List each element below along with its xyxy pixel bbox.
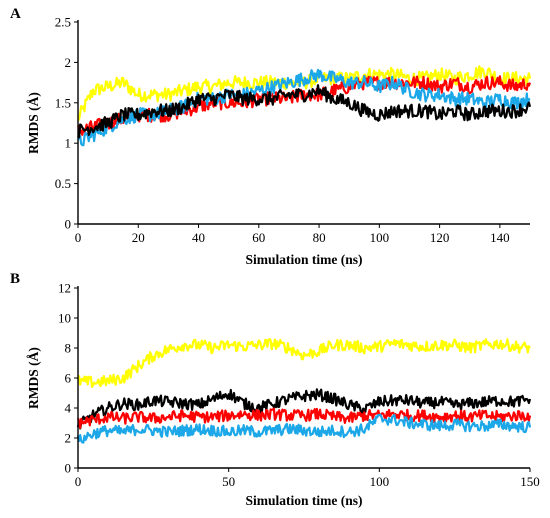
panel-a-chart: A 0 0.5 1 1.5 2 2.5 0 20 40 60 80 100 120 140 Simulatio… <box>10 6 532 267</box>
series-line-4 <box>76 413 532 444</box>
series-line-1 <box>76 65 532 121</box>
x-tick-label: 120 <box>430 230 450 245</box>
x-tick-label: 40 <box>192 230 205 245</box>
y-axis-title: RMDS (Å) <box>26 92 41 154</box>
x-tick-label: 20 <box>132 230 145 245</box>
x-tick-label: 100 <box>370 230 390 245</box>
x-tick-label: 100 <box>370 474 390 489</box>
y-tick-label: 1 <box>65 136 72 151</box>
y-tick-label: 0 <box>65 461 72 476</box>
panel-label: B <box>10 271 20 287</box>
y-tick-label: 8 <box>65 341 72 356</box>
panel-b-chart: B 0 2 4 6 8 10 12 0 50 100 150 Simulation time (ns) R… <box>10 271 540 508</box>
series-line-3 <box>76 407 532 429</box>
x-tick-label: 80 <box>313 230 326 245</box>
y-tick-label: 2 <box>65 55 72 70</box>
panel-label: A <box>10 6 21 22</box>
x-axis-title: Simulation time (ns) <box>245 252 362 267</box>
y-tick-label: 4 <box>65 401 72 416</box>
y-tick-label: 2 <box>65 431 72 446</box>
y-tick-label: 1.5 <box>55 95 71 110</box>
series-line-2 <box>76 388 532 430</box>
y-tick-label: 0 <box>65 217 72 232</box>
y-tick-label: 0.5 <box>55 176 71 191</box>
series-line-1 <box>76 338 531 388</box>
y-tick-label: 12 <box>58 281 71 296</box>
x-tick-label: 140 <box>490 230 510 245</box>
series-line-3 <box>77 68 531 147</box>
x-tick-label: 150 <box>520 474 540 489</box>
x-tick-label: 0 <box>75 230 82 245</box>
y-tick-label: 2.5 <box>55 15 71 30</box>
x-tick-label: 0 <box>75 474 82 489</box>
x-tick-label: 50 <box>222 474 235 489</box>
x-axis-title: Simulation time (ns) <box>245 493 362 508</box>
y-tick-label: 10 <box>58 311 71 326</box>
y-axis-title: RMDS (Å) <box>26 347 41 409</box>
series-line-4 <box>77 84 532 139</box>
y-tick-label: 6 <box>65 371 72 386</box>
x-tick-label: 60 <box>252 230 265 245</box>
